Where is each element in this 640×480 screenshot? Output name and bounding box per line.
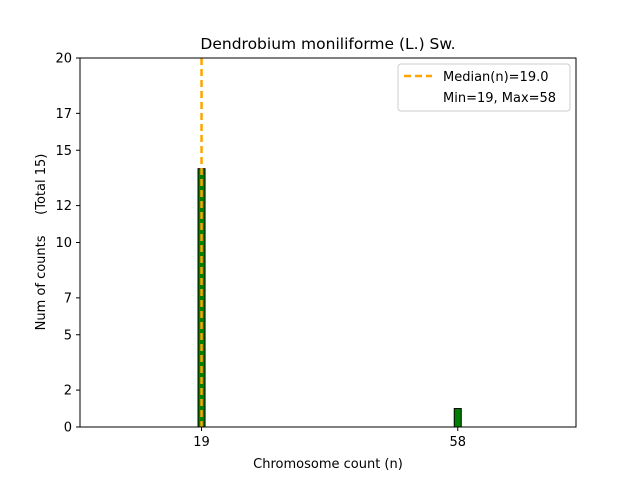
y-tick-label: 2 xyxy=(64,384,72,399)
y-axis-ticks: 0 2 5 7 10 12 15 17 20 xyxy=(55,52,80,436)
y-tick-label: 10 xyxy=(55,236,72,251)
chart-title: Dendrobium moniliforme (L.) Sw. xyxy=(200,35,455,53)
y-tick-label: 7 xyxy=(64,291,72,306)
x-axis-ticks: 19 58 xyxy=(193,427,466,450)
legend: Median(n)=19.0 Min=19, Max=58 xyxy=(397,63,571,112)
legend-minmax-label: Min=19, Max=58 xyxy=(443,91,556,106)
axes-frame xyxy=(79,57,577,428)
y-tick-label: 20 xyxy=(55,52,72,67)
y-tick-label: 17 xyxy=(55,107,72,122)
bar-58 xyxy=(453,408,462,428)
bars-group xyxy=(197,168,462,428)
y-tick-label: 0 xyxy=(64,421,72,436)
y-tick-label: 5 xyxy=(64,328,72,343)
x-tick-label: 19 xyxy=(193,435,210,450)
y-tick-label: 12 xyxy=(55,199,72,214)
legend-box xyxy=(397,63,571,112)
legend-median-label: Median(n)=19.0 xyxy=(443,70,549,85)
y-axis-label: Num of counts (Total 15) xyxy=(34,154,49,331)
y-tick-label: 15 xyxy=(55,144,72,159)
x-tick-label: 58 xyxy=(449,435,466,450)
x-axis-label: Chromosome count (n) xyxy=(253,457,403,472)
